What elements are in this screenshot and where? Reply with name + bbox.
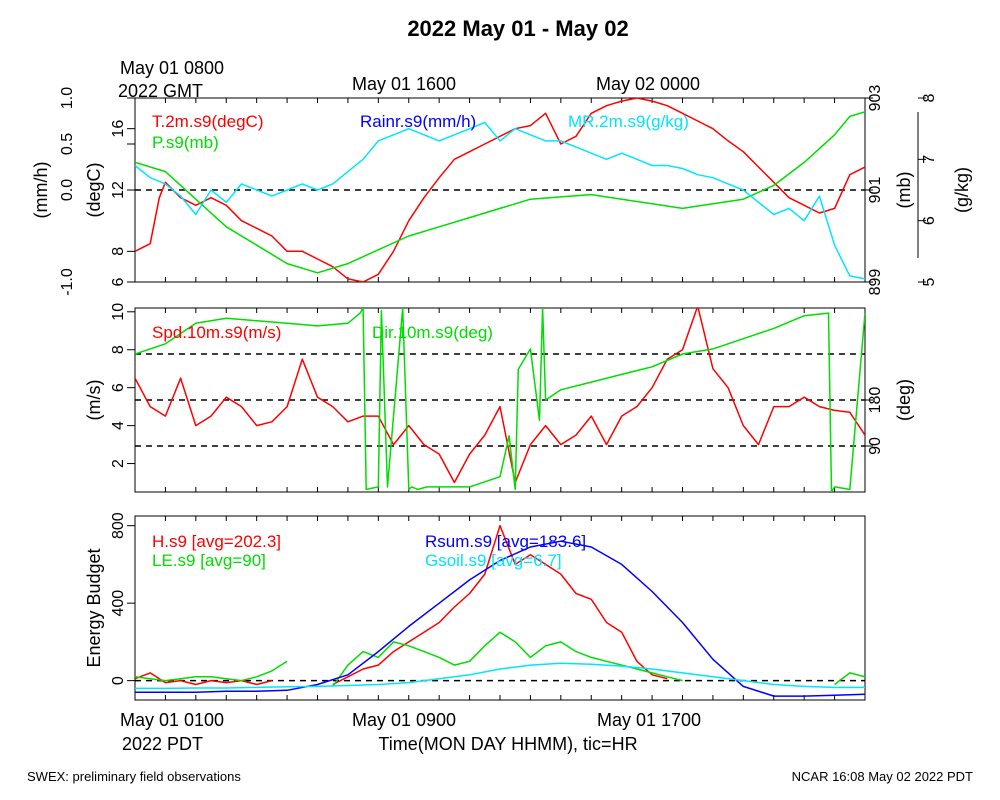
bottom-time-start-zone: 2022 PDT xyxy=(122,734,203,754)
y-tick-label: 8 xyxy=(110,247,127,256)
top-time-mid: May 01 1600 xyxy=(352,74,456,94)
y-tick-label: 400 xyxy=(110,590,127,617)
y-tick-label: 1.0 xyxy=(59,87,76,109)
legend-entry: H.s9 [avg=202.3] xyxy=(152,532,281,551)
top-time-start: May 01 0800 xyxy=(120,58,224,78)
y-tick-label: 6 xyxy=(110,277,127,286)
footer-right: NCAR 16:08 May 02 2022 PDT xyxy=(792,769,973,784)
y-tick-label: 6 xyxy=(110,383,127,392)
series-line-t-0 xyxy=(135,98,865,282)
y-tick-label: 90 xyxy=(867,437,884,455)
bottom-time-mid: May 01 0900 xyxy=(352,710,456,730)
chart-title: 2022 May 01 - May 02 xyxy=(407,16,628,41)
x-axis-title: Time(MON DAY HHMM), tic=HR xyxy=(378,734,637,754)
y-tick-label: 903 xyxy=(867,85,884,112)
y-axis-label: Energy Budget xyxy=(84,548,104,667)
top-time-end: May 02 0000 xyxy=(596,74,700,94)
y-axis-label: (deg) xyxy=(894,379,914,421)
series-line-dir-1 xyxy=(135,308,865,492)
legend-entry: Rsum.s9 [avg=183.6] xyxy=(425,532,586,551)
series-line-h-0 xyxy=(135,524,668,686)
series-line-gsoil-3 xyxy=(135,662,865,690)
bottom-time-start: May 01 0100 xyxy=(120,710,224,730)
top-time-start-zone: 2022 GMT xyxy=(118,81,203,101)
footer-left: SWEX: preliminary field observations xyxy=(27,769,241,784)
y-tick-label: 899 xyxy=(867,269,884,296)
y-tick-label: 8 xyxy=(921,93,938,102)
series-line-mr-2 xyxy=(135,121,865,280)
y-tick-label: 16 xyxy=(110,120,127,138)
y-tick-label: 0 xyxy=(110,676,127,685)
y-tick-label: 4 xyxy=(110,421,127,430)
y-tick-label: 2 xyxy=(110,459,127,468)
y-tick-label: 0.5 xyxy=(59,133,76,155)
legend-entry: Gsoil.s9 [avg=6.7] xyxy=(425,551,562,570)
y-axis-label: (mb) xyxy=(894,172,914,209)
legend-entry: T.2m.s9(degC) xyxy=(152,112,263,131)
bottom-time-end: May 01 1700 xyxy=(597,710,701,730)
y-tick-label: 7 xyxy=(921,155,938,164)
y-tick-label: 5 xyxy=(921,277,938,286)
y-tick-label: 12 xyxy=(110,181,127,199)
y-tick-label: 10 xyxy=(110,303,127,321)
legend-entry: LE.s9 [avg=90] xyxy=(152,551,266,570)
energy-panel: 0 400 800 Energy Budget H.s9 [avg=202.3]LE.s… xyxy=(84,512,866,701)
thermo-panel: -1.0 0.0 0.5 1.0 (mm/h) 6 8 12 16 (degC) 899 901 903… xyxy=(31,85,972,296)
y-tick-label: 8 xyxy=(110,345,127,354)
series-line-rsum-2 xyxy=(135,540,865,697)
y-tick-label: 0.0 xyxy=(59,179,76,201)
legend-entry: Dir.10m.s9(deg) xyxy=(372,323,493,342)
y-axis-label: (degC) xyxy=(84,162,104,217)
legend-entry: Rainr.s9(mm/h) xyxy=(360,112,476,131)
y-tick-label: 901 xyxy=(867,177,884,204)
wind-panel: 2 4 6 8 10 (m/s) 90 180 (deg) Spd.10m.s9(m/s) Dir.… xyxy=(84,303,914,493)
y-axis-label: (g/kg) xyxy=(952,167,972,213)
legend-entry: MR.2m.s9(g/kg) xyxy=(568,112,689,131)
legend-entry: Spd.10m.s9(m/s) xyxy=(152,323,281,342)
y-tick-label: 800 xyxy=(110,512,127,539)
series-line-spd-0 xyxy=(135,308,865,484)
y-tick-label: 180 xyxy=(867,387,884,414)
y-tick-label: 6 xyxy=(921,216,938,225)
y-axis-label: (mm/h) xyxy=(31,162,51,219)
series-line-p-1 xyxy=(135,111,865,274)
legend-entry: P.s9(mb) xyxy=(152,133,219,152)
y-tick-label: -1.0 xyxy=(59,268,76,296)
y-axis-label: (m/s) xyxy=(84,380,104,421)
